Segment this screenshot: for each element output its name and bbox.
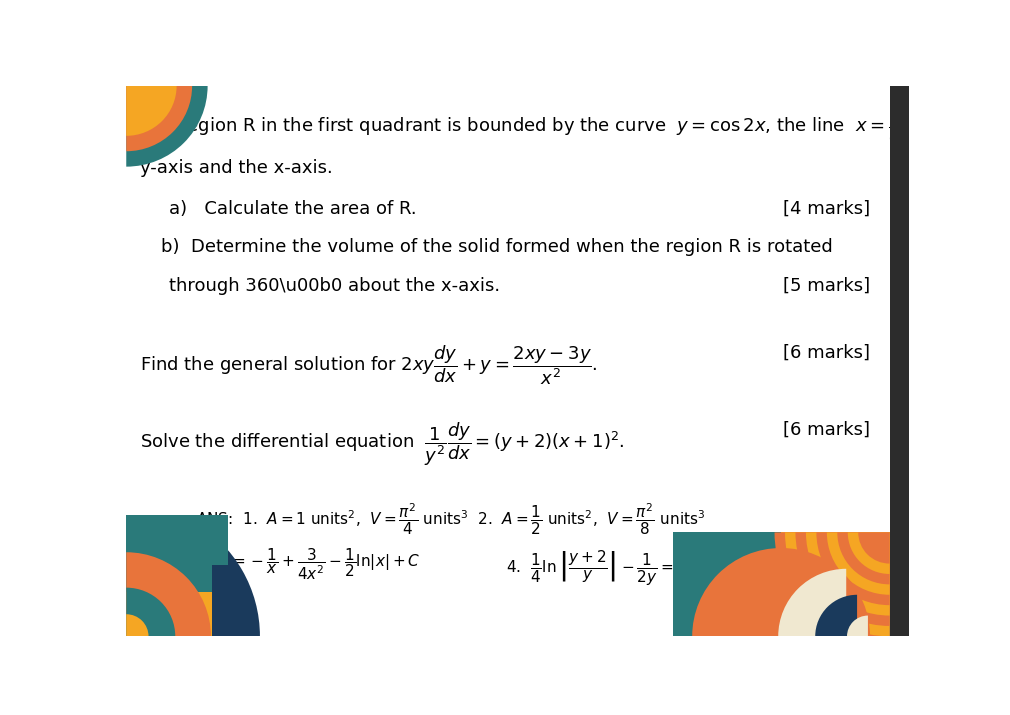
Text: The region R in the first quadrant is bounded by the curve  $y = \cos 2x$, the l: The region R in the first quadrant is bo… — [140, 113, 908, 145]
Bar — [126, 548, 211, 592]
Text: a)   Calculate the area of R.: a) Calculate the area of R. — [169, 199, 416, 218]
Text: 4.  $\dfrac{1}{4}\ln\left|\dfrac{y+2}{y}\right|-\dfrac{1}{2y}=\dfrac{(x+1)^{3}}{: 4. $\dfrac{1}{4}\ln\left|\dfrac{y+2}{y}\… — [506, 546, 764, 588]
Bar — [781, 533, 890, 584]
Wedge shape — [847, 533, 890, 574]
Bar — [890, 86, 909, 636]
Wedge shape — [775, 533, 890, 647]
Text: y-axis and the x-axis.: y-axis and the x-axis. — [140, 159, 333, 177]
Wedge shape — [779, 569, 846, 704]
Wedge shape — [692, 548, 870, 636]
Bar — [673, 584, 890, 636]
Text: 3.  $y=-\dfrac{1}{x}+\dfrac{3}{4x^{2}}-\dfrac{1}{2}\ln|x|+C$: 3. $y=-\dfrac{1}{x}+\dfrac{3}{4x^{2}}-\d… — [196, 546, 420, 582]
Wedge shape — [126, 552, 211, 636]
Text: b)  Determine the volume of the solid formed when the region R is rotated: b) Determine the volume of the solid for… — [162, 238, 833, 256]
Bar — [126, 516, 228, 565]
Wedge shape — [126, 86, 208, 167]
Wedge shape — [816, 533, 890, 605]
Wedge shape — [785, 533, 890, 636]
Text: [6 marks]: [6 marks] — [783, 420, 871, 439]
Text: Solve the differential equation  $\dfrac{1}{y^{2}}\dfrac{dy}{dx}=(y+2)(x+1)^{2}$: Solve the differential equation $\dfrac{… — [140, 420, 624, 468]
Wedge shape — [827, 533, 890, 595]
Text: [5 marks]: [5 marks] — [783, 277, 871, 295]
Text: Find the general solution for $2xy\dfrac{dy}{dx}+y=\dfrac{2xy-3y}{x^{2}}$.: Find the general solution for $2xy\dfrac… — [140, 344, 598, 388]
Bar — [126, 592, 211, 636]
Wedge shape — [126, 588, 176, 636]
Wedge shape — [126, 86, 177, 136]
Wedge shape — [815, 595, 857, 678]
Text: through 360\u00b0 about the x-axis.: through 360\u00b0 about the x-axis. — [169, 277, 500, 295]
Wedge shape — [126, 614, 148, 636]
Wedge shape — [806, 533, 890, 616]
Text: [6 marks]: [6 marks] — [783, 344, 871, 362]
Wedge shape — [858, 533, 890, 563]
Text: ANS:  1.  $A=1$ units$^{2}$,  $V=\dfrac{\pi^{2}}{4}$ units$^{3}$  2.  $A=\dfrac{: ANS: 1. $A=1$ units$^{2}$, $V=\dfrac{\pi… — [196, 502, 705, 537]
Wedge shape — [837, 533, 890, 584]
Wedge shape — [847, 616, 868, 657]
Text: [4 marks]: [4 marks] — [783, 199, 871, 218]
Bar — [673, 533, 781, 584]
Wedge shape — [126, 521, 260, 636]
Wedge shape — [126, 86, 192, 152]
Wedge shape — [796, 533, 890, 626]
